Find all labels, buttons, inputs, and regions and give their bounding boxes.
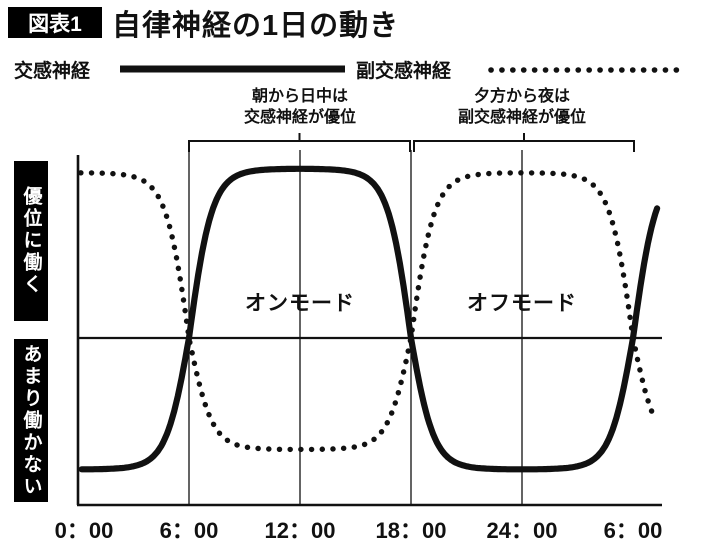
y-axis-label-dominant: 優位に働く [14, 161, 48, 321]
x-tick-0600-next: 6：00 [603, 518, 663, 543]
x-tick-0600: 6：00 [159, 518, 219, 543]
x-tick-1800: 18：00 [375, 518, 447, 543]
annotation-evening-line2: 副交感神経が優位 [457, 108, 586, 126]
mode-label-on: オンモード [245, 292, 355, 315]
annotation-evening-line1: 夕方から夜は [473, 88, 570, 105]
legend-label-parasympathetic: 副交感神経 [356, 61, 452, 82]
x-tick-0000: 0：00 [54, 518, 114, 543]
annotation-daytime-line2: 交感神経が優位 [243, 108, 356, 126]
legend-label-sympathetic: 交感神経 [14, 61, 91, 82]
figure-title: 自律神経の1日の動き [112, 10, 400, 42]
curve-sympathetic [78, 165, 661, 473]
annotation-daytime: 朝から日中は 交感神経が優位 [189, 87, 411, 129]
annotation-bracket-1 [413, 133, 635, 152]
y-axis-label-inactive: あまり働かない [14, 339, 48, 502]
curve-parasympathetic [78, 170, 657, 453]
mode-label-off: オフモード [467, 292, 577, 315]
x-tick-2400: 24：00 [486, 518, 558, 543]
annotation-bracket-0 [188, 133, 411, 152]
x-tick-1200: 12：00 [264, 518, 336, 543]
annotation-daytime-line1: 朝から日中は [251, 88, 348, 105]
figure-number-badge: 図表1 [8, 7, 102, 38]
annotation-evening: 夕方から夜は 副交感神経が優位 [407, 87, 637, 129]
